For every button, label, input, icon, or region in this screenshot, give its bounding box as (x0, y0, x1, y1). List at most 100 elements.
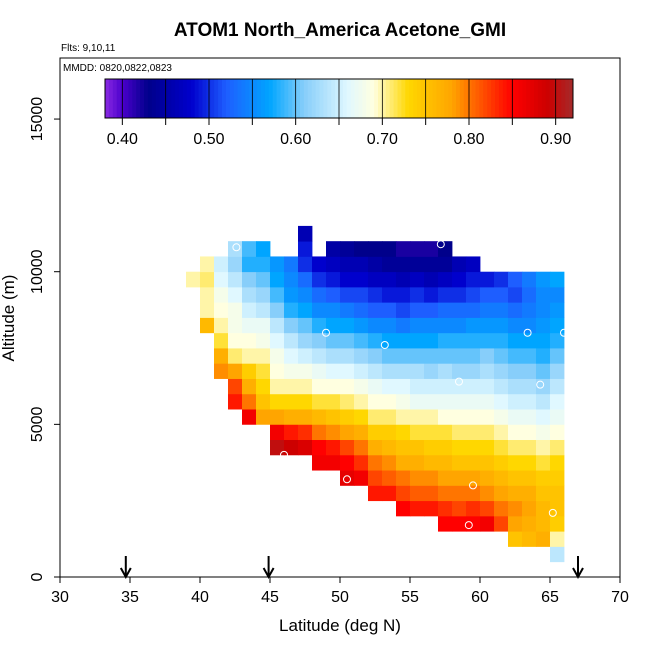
heatmap-cell (326, 424, 341, 441)
heatmap-cell (354, 439, 369, 456)
heatmap-cell (480, 500, 495, 517)
heatmap-cell (340, 470, 355, 486)
heatmap-cell (200, 317, 215, 334)
heatmap-cell (284, 363, 299, 379)
heatmap-cell (508, 363, 523, 379)
colorbar-segment (487, 79, 492, 118)
axes: 30 35 40 45 50 55 60 65 70 0 5000 10000 15000 (29, 57, 629, 606)
heatmap-cell (480, 409, 495, 425)
heatmap-cell (494, 348, 509, 364)
heatmap-cell (270, 256, 285, 273)
colorbar-segment (549, 79, 554, 118)
heatmap-cell (228, 363, 243, 379)
heatmap-cell (242, 332, 257, 349)
heatmap-cell (256, 378, 271, 395)
heatmap-cell (242, 256, 257, 273)
heatmap-cell (284, 317, 299, 334)
heatmap-cell (228, 256, 243, 273)
colorbar-segment (218, 79, 223, 118)
observation-point (232, 243, 241, 252)
heatmap-cell (508, 378, 523, 395)
heatmap-cell (340, 256, 355, 273)
colorbar-segment (358, 79, 363, 118)
heatmap-cell (410, 271, 425, 288)
colorbar-segment (495, 79, 500, 118)
colorbar-segment (397, 79, 402, 118)
heatmap-cell (494, 286, 509, 303)
heatmap-cell (424, 393, 439, 410)
colorbar-segment (210, 79, 215, 118)
heatmap-cell (354, 302, 369, 318)
colorbar-segment (506, 79, 512, 118)
heatmap-cell (200, 302, 215, 318)
colorbar-segment (385, 79, 391, 118)
colorbar-segment (261, 79, 266, 118)
heatmap-cell (424, 439, 439, 456)
heatmap-cell (326, 378, 341, 395)
heatmap-cell (410, 241, 425, 257)
heatmap-cell (326, 409, 341, 425)
heatmap-cell (438, 286, 453, 303)
heatmap-cell (424, 470, 439, 486)
heatmap-cell (326, 332, 341, 349)
heatmap-cell (466, 302, 481, 318)
heatmap-cell (410, 256, 425, 273)
heatmap-cell (424, 256, 439, 273)
heatmap-cell (466, 470, 481, 486)
heatmap-cell (382, 485, 397, 502)
colorbar-segment (241, 79, 246, 118)
heatmap-cell (466, 409, 481, 425)
colorbar-segment (296, 79, 301, 118)
heatmap-cell (270, 317, 285, 334)
heatmap-cell (242, 378, 257, 395)
heatmap-cell (312, 286, 327, 303)
heatmap-cell (536, 515, 551, 532)
heatmap-cell (466, 424, 481, 441)
heatmap-cell (382, 271, 397, 288)
heatmap-cell (522, 302, 537, 318)
heatmap-cell (438, 470, 453, 486)
colorbar-segment (331, 79, 336, 118)
colorbar-segment (362, 79, 367, 118)
heatmap-cell (522, 454, 537, 471)
heatmap-cell (508, 424, 523, 441)
heatmap-cell (550, 317, 565, 334)
heatmap-cell (550, 515, 565, 532)
heatmap-cell (256, 348, 271, 364)
heatmap-cell (536, 409, 551, 425)
heatmap-cell (298, 317, 313, 334)
heatmap-cell (550, 531, 565, 547)
colorbar-segment (417, 79, 422, 118)
heatmap-cell (368, 286, 383, 303)
heatmap-cell (508, 531, 523, 547)
heatmap-cell (452, 256, 467, 273)
colorbar-segment (175, 79, 180, 118)
heatmap-cell (312, 317, 327, 334)
heatmap-cell (522, 363, 537, 379)
heatmap-cell (382, 256, 397, 273)
colorbar-segment (105, 79, 110, 118)
heatmap-cell (368, 424, 383, 441)
heatmap-cell (480, 378, 495, 395)
heatmap-cell (354, 332, 369, 349)
heatmap-cell (410, 348, 425, 364)
heatmap-cell (550, 302, 565, 318)
heatmap-cell (214, 302, 229, 318)
y-tick-label: 0 (29, 572, 46, 581)
observation-point (380, 340, 389, 349)
heatmap-cell (298, 286, 313, 303)
heatmap-cell (382, 363, 397, 379)
chart-title: ATOM1 North_America Acetone_GMI (174, 20, 506, 41)
heatmap-cell (396, 454, 411, 471)
heatmap-cell (452, 286, 467, 303)
heatmap-cell (550, 439, 565, 456)
heatmap-cell (396, 256, 411, 273)
y-tick-label: 15000 (29, 97, 46, 142)
heatmap-cell (396, 409, 411, 425)
heatmap-cell (340, 286, 355, 303)
heatmap-cell (242, 348, 257, 364)
heatmap-cell (452, 363, 467, 379)
colorbar: 0.40 0.50 0.60 0.70 0.80 0.90 (104, 78, 574, 148)
heatmap-cell (452, 271, 467, 288)
colorbar-segment (194, 79, 200, 118)
